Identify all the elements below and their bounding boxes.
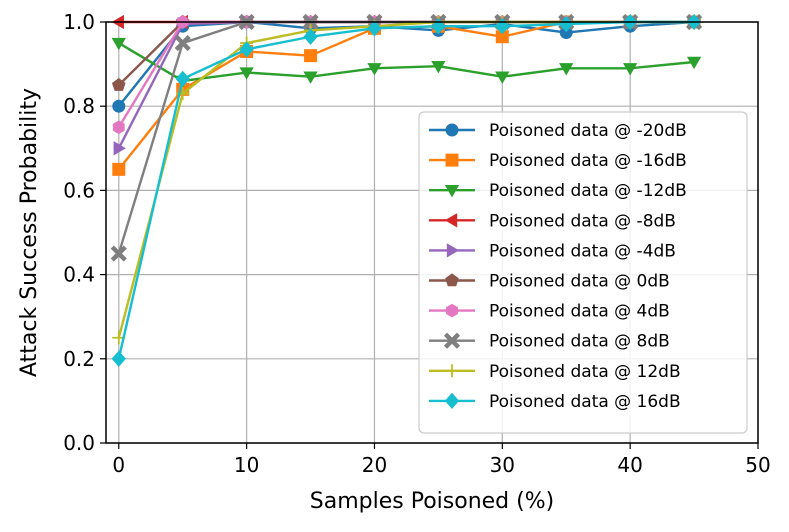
data-point [303, 71, 318, 84]
x-tick-label: 20 [362, 453, 387, 477]
x-tick-label: 30 [490, 453, 515, 477]
legend-label: Poisoned data @ 16dB [489, 392, 681, 412]
data-point [431, 18, 446, 35]
legend-entry: Poisoned data @ -20dB [429, 121, 687, 141]
series-1 [112, 15, 701, 113]
legend-label: Poisoned data @ 12dB [489, 362, 681, 382]
data-point [367, 20, 382, 37]
legend-marker [444, 213, 458, 228]
data-point [495, 30, 509, 44]
legend-label: Poisoned data @ -4dB [489, 241, 676, 261]
data-point [303, 28, 318, 45]
legend-label: Poisoned data @ -20dB [489, 121, 687, 141]
data-point [559, 15, 574, 33]
y-tick-label: 0.2 [63, 347, 95, 371]
data-point [110, 245, 127, 262]
axes-frame [105, 21, 759, 444]
data-point [559, 26, 573, 40]
series-line [117, 20, 695, 360]
legend-marker [446, 243, 460, 258]
data-point [111, 37, 126, 51]
x-tick-label: 0 [112, 453, 125, 477]
data-point [304, 49, 318, 63]
legend-entry: Poisoned data @ -16dB [429, 151, 687, 171]
data-point [112, 120, 125, 135]
y-axis-label: Attack Success Probability [17, 88, 42, 377]
legend-marker [445, 364, 459, 378]
legend-entry: Poisoned data @ 0dB [429, 272, 670, 292]
legend-label: Poisoned data @ -16dB [489, 151, 687, 171]
legend-marker [444, 392, 460, 410]
data-point [113, 141, 126, 156]
legend-entry: Poisoned data @ 12dB [429, 362, 681, 382]
data-point [239, 67, 254, 80]
data-point [367, 63, 382, 76]
legend-marker [445, 123, 459, 137]
legend-marker [445, 153, 459, 167]
x-tick-label: 40 [617, 453, 642, 477]
legend-label: Poisoned data @ 4dB [489, 302, 670, 322]
data-point [174, 34, 191, 52]
data-point [175, 70, 190, 87]
series-line [118, 42, 695, 83]
legend-box [418, 111, 748, 434]
legend-marker [444, 185, 460, 198]
legend-label: Poisoned data @ 8dB [489, 332, 670, 352]
data-point [686, 56, 702, 70]
legend-entry: Poisoned data @ 8dB [429, 332, 670, 352]
x-axis-label: Samples Poisoned (%) [310, 489, 554, 514]
legend-label: Poisoned data @ -12dB [489, 181, 687, 201]
legend-marker [445, 273, 459, 287]
x-tick-label: 50 [745, 453, 770, 477]
y-tick-label: 0.4 [63, 263, 95, 287]
x-tick-label: 10 [234, 453, 259, 477]
legend-label: Poisoned data @ 0dB [489, 272, 670, 292]
legend-marker [443, 332, 461, 349]
series-10 [111, 13, 702, 367]
legend: Poisoned data @ -20dB Poisoned data @ -16… [418, 111, 748, 434]
legend-label: Poisoned data @ -8dB [489, 211, 676, 231]
data-point [431, 61, 446, 74]
y-tick-label: 0.6 [63, 178, 95, 202]
data-point [495, 71, 510, 84]
legend-marker [446, 303, 458, 318]
data-point [111, 350, 126, 367]
ticks: 0 10 20 30 40 50 0.0 0.2 0.4 0.6 0.8 1.0 [63, 10, 771, 477]
y-tick-label: 1.0 [63, 10, 95, 34]
data-point [495, 18, 510, 35]
data-point [112, 99, 126, 113]
data-point [112, 162, 126, 176]
data-point [111, 78, 126, 91]
data-point [623, 63, 638, 76]
y-tick-label: 0.8 [63, 94, 95, 118]
legend-entry: Poisoned data @ 4dB [429, 302, 670, 322]
y-tick-label: 0.0 [63, 431, 95, 455]
legend-entry: Poisoned data @ 16dB [429, 392, 681, 412]
data-point [239, 41, 254, 58]
data-point [559, 63, 574, 76]
legend-entry: Poisoned data @ -4dB [429, 241, 676, 261]
legend-entry: Poisoned data @ -8dB [429, 211, 676, 231]
legend-entry: Poisoned data @ -12dB [429, 181, 687, 201]
